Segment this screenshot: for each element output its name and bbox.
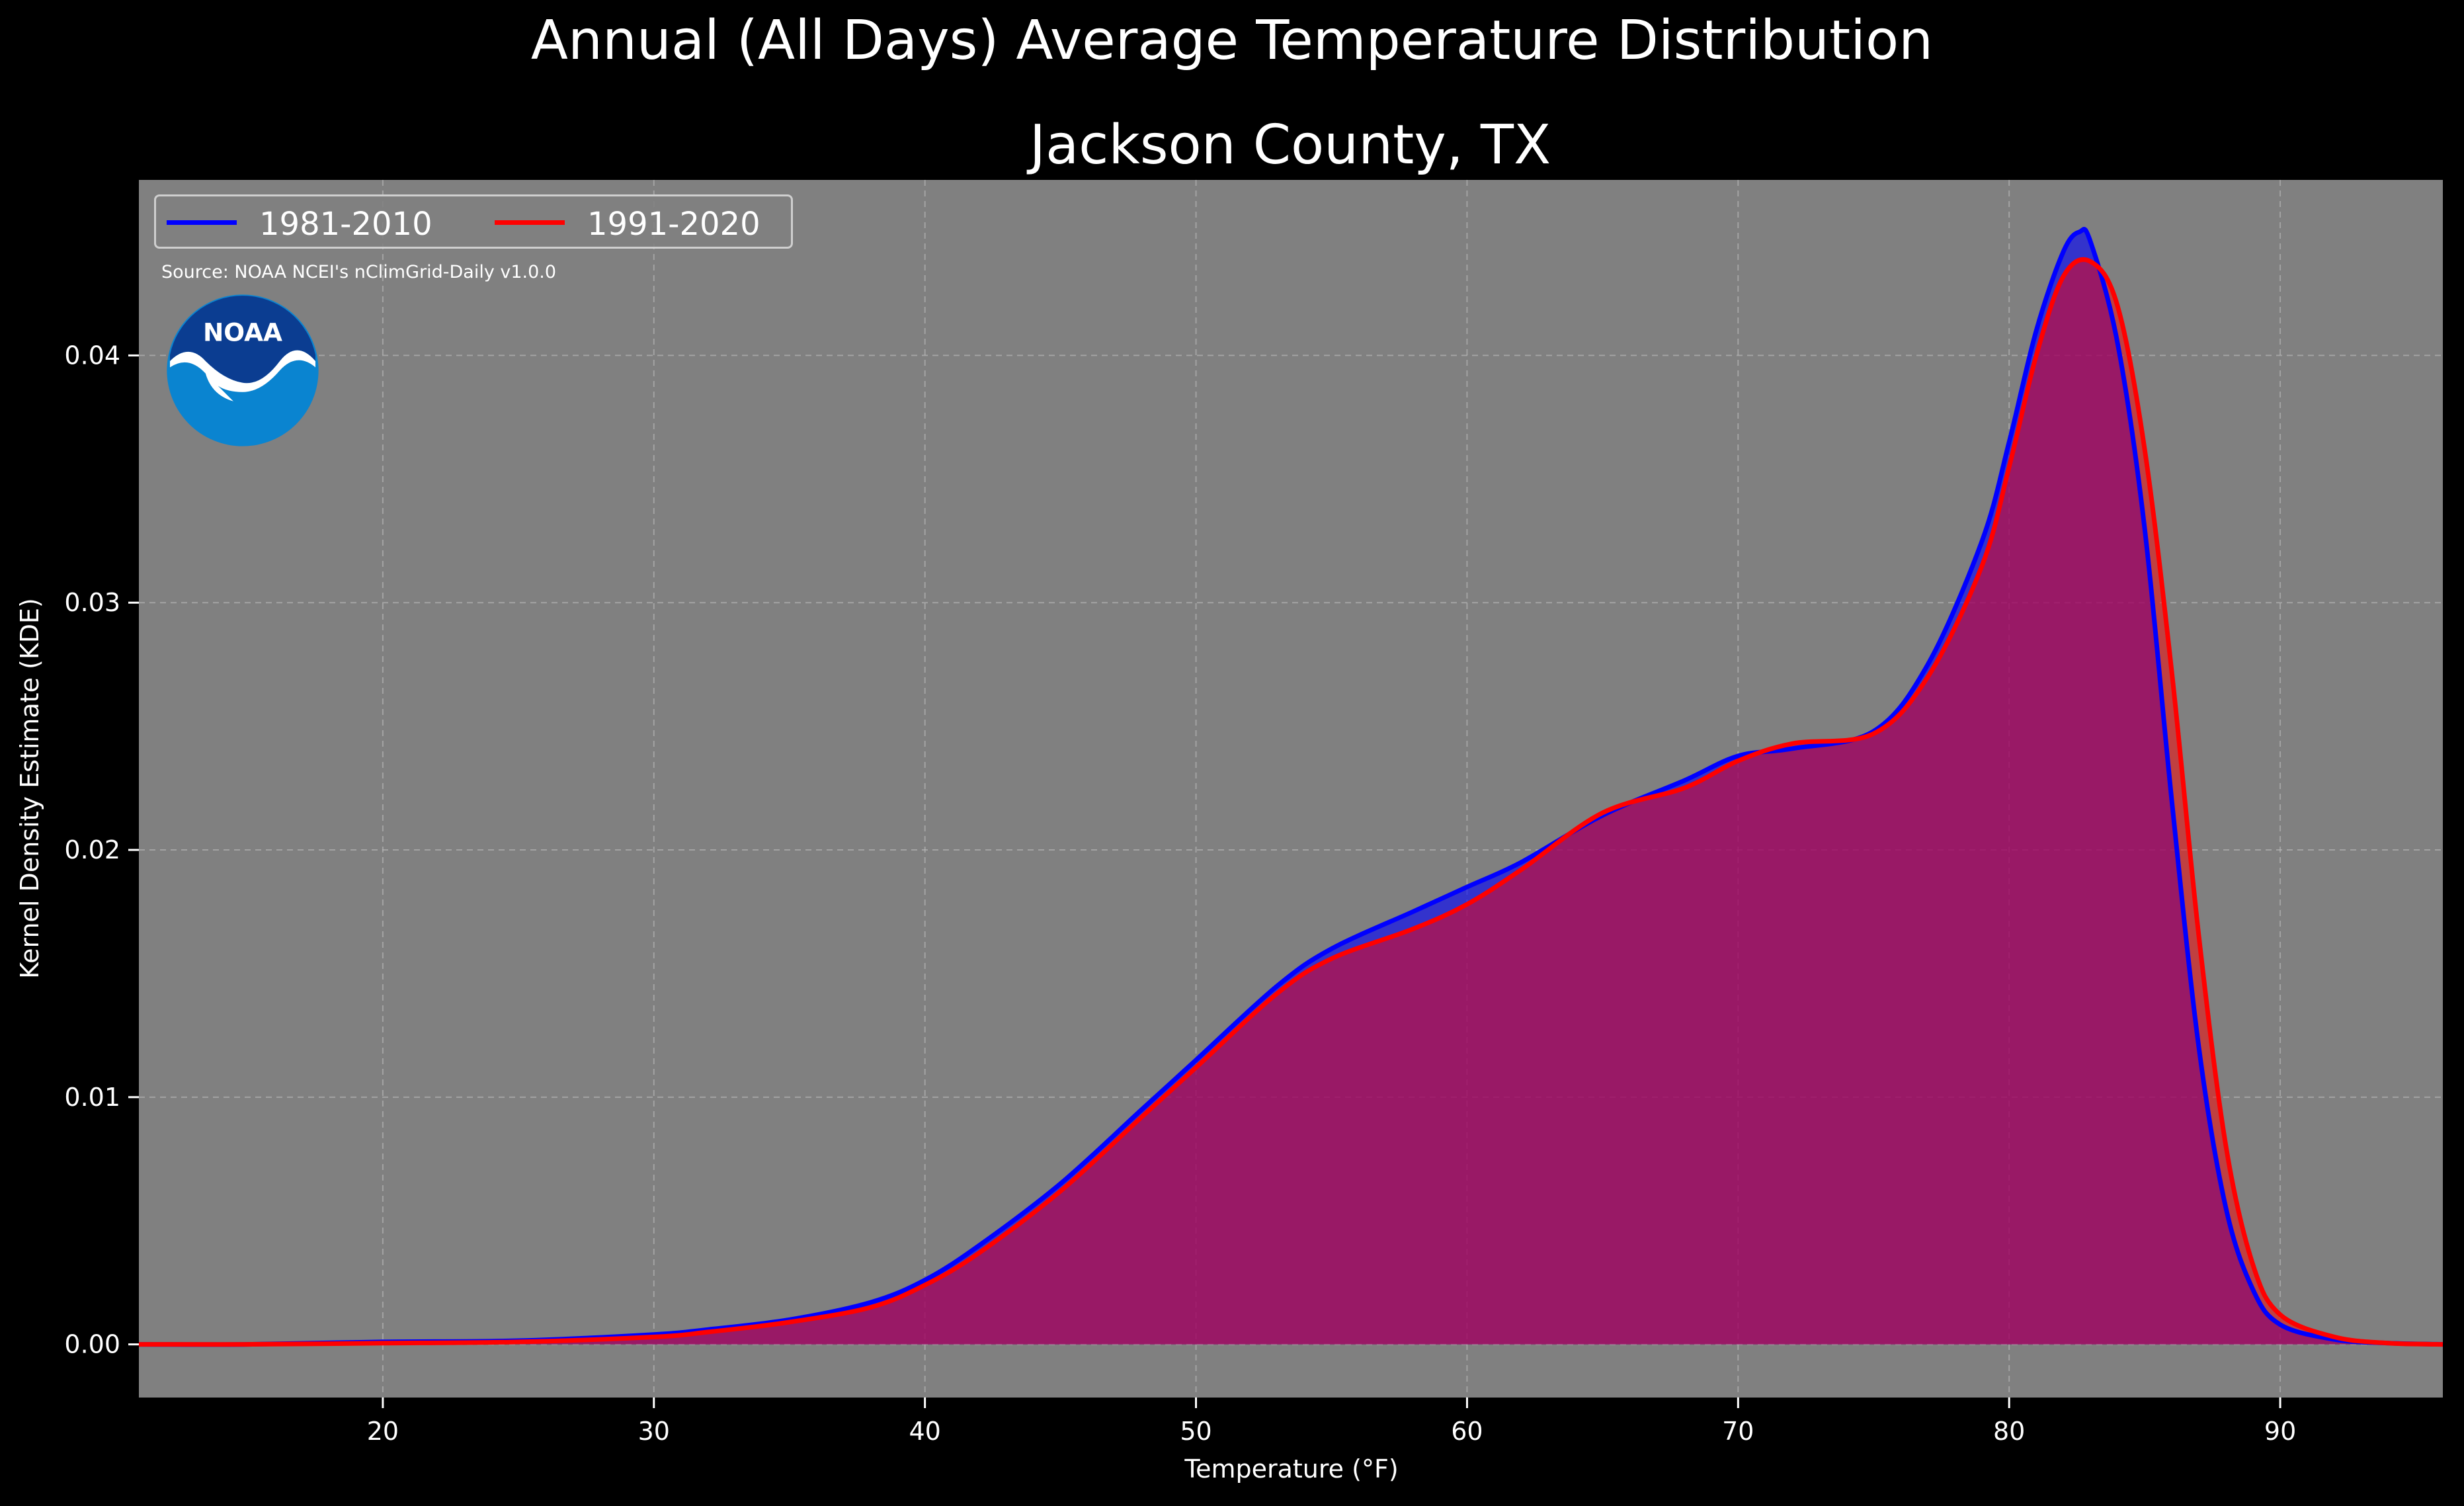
y-axis-label: Kernel Density Estimate (KDE): [15, 598, 44, 979]
x-tick-label: 90: [2264, 1417, 2296, 1446]
legend-label: 1991-2020: [587, 206, 760, 243]
x-tick-label: 70: [1722, 1417, 1754, 1446]
bird-icon: [170, 350, 315, 401]
x-axis-label: Temperature (°F): [1184, 1454, 1398, 1484]
legend-label: 1981-2010: [259, 206, 432, 243]
y-tick-label: 0.04: [64, 341, 120, 370]
x-tick-label: 20: [367, 1417, 399, 1446]
figure-title: Annual (All Days) Average Temperature Di…: [530, 9, 1934, 72]
legend-line-blue: [167, 220, 237, 225]
y-tick-label: 0.00: [64, 1330, 120, 1359]
logo-text: NOAA: [203, 318, 282, 347]
density-fills: [139, 229, 2443, 1345]
density-line-1981-2010: [138, 227, 2443, 1347]
y-tick-label: 0.01: [64, 1083, 120, 1112]
x-tick-label: 80: [1993, 1417, 2025, 1446]
legend-line-red: [495, 220, 565, 225]
chart-subtitle: Jackson County, TX: [1029, 114, 1551, 177]
noaa-logo: NOAA: [167, 294, 319, 446]
density-line-1991-2020: [138, 257, 2443, 1347]
density-fill-1991-2020: [139, 259, 2443, 1345]
legend: 1981-2010 1991-2020: [154, 194, 793, 249]
x-tick-label: 60: [1451, 1417, 1483, 1446]
y-tick-label: 0.02: [64, 835, 120, 864]
source-note: Source: NOAA NCEI's nClimGrid-Daily v1.0…: [161, 262, 557, 282]
y-tick-label: 0.03: [64, 588, 120, 617]
x-tick-label: 50: [1180, 1417, 1211, 1446]
logo-inner-dome: [170, 296, 315, 384]
x-tick-label: 30: [638, 1417, 670, 1446]
y-axis-ticks: 0.00 0.01 0.02 0.03 0.04: [64, 341, 139, 1359]
x-tick-label: 40: [909, 1417, 940, 1446]
density-lines: [138, 227, 2443, 1347]
x-axis-ticks: 20 30 40 50 60 70 80 90: [367, 1398, 2296, 1446]
